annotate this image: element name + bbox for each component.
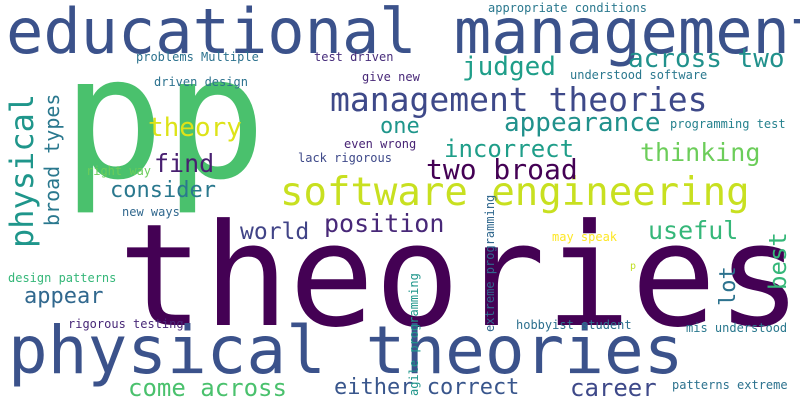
word: appropriate conditions xyxy=(488,1,647,15)
word: software engineering xyxy=(280,170,750,215)
word: best xyxy=(764,232,792,290)
word: position xyxy=(324,209,445,238)
word: extreme programming xyxy=(483,194,497,332)
word: lot xyxy=(716,266,741,306)
word: may speak xyxy=(552,230,618,244)
word: test driven xyxy=(314,50,394,64)
word: career xyxy=(570,374,657,400)
word: right way xyxy=(86,164,152,178)
word: agile programming xyxy=(407,273,421,396)
word: judged xyxy=(462,52,556,82)
word: driven design xyxy=(154,75,248,89)
word: useful xyxy=(648,216,739,245)
word: come across xyxy=(128,374,287,400)
word: mis understood xyxy=(686,321,788,335)
word: new ways xyxy=(122,205,180,219)
word: appear xyxy=(24,284,104,309)
word: understood software xyxy=(570,68,708,82)
word: problems Multiple xyxy=(136,50,259,64)
word: world xyxy=(240,219,310,245)
word: physical theories xyxy=(8,312,684,389)
word: theories xyxy=(118,194,800,359)
word: rigorous testing xyxy=(68,317,184,331)
word: patterns extreme xyxy=(672,378,788,392)
word: p xyxy=(164,20,267,218)
word: across two xyxy=(628,44,785,74)
word: p xyxy=(630,261,637,272)
word: lack rigorous xyxy=(298,151,392,165)
word: find xyxy=(154,149,215,178)
word: educational management xyxy=(6,0,800,68)
word: design patterns xyxy=(8,271,117,285)
word: hobbyist student xyxy=(516,318,632,332)
word: appearance xyxy=(504,108,661,138)
word: give new xyxy=(362,70,420,84)
word: programming test xyxy=(670,117,786,131)
word: consider xyxy=(110,178,216,203)
word: even wrong xyxy=(344,137,417,151)
word: two broad xyxy=(426,153,578,186)
word: p xyxy=(62,20,165,218)
word: management theories xyxy=(330,80,708,119)
word: either correct xyxy=(334,375,520,400)
word: incorrect xyxy=(444,135,575,163)
word: one xyxy=(380,114,420,139)
word: thinking xyxy=(640,138,761,167)
word: physical xyxy=(3,93,41,248)
word: theory xyxy=(148,113,242,143)
word: broad types xyxy=(40,93,64,226)
